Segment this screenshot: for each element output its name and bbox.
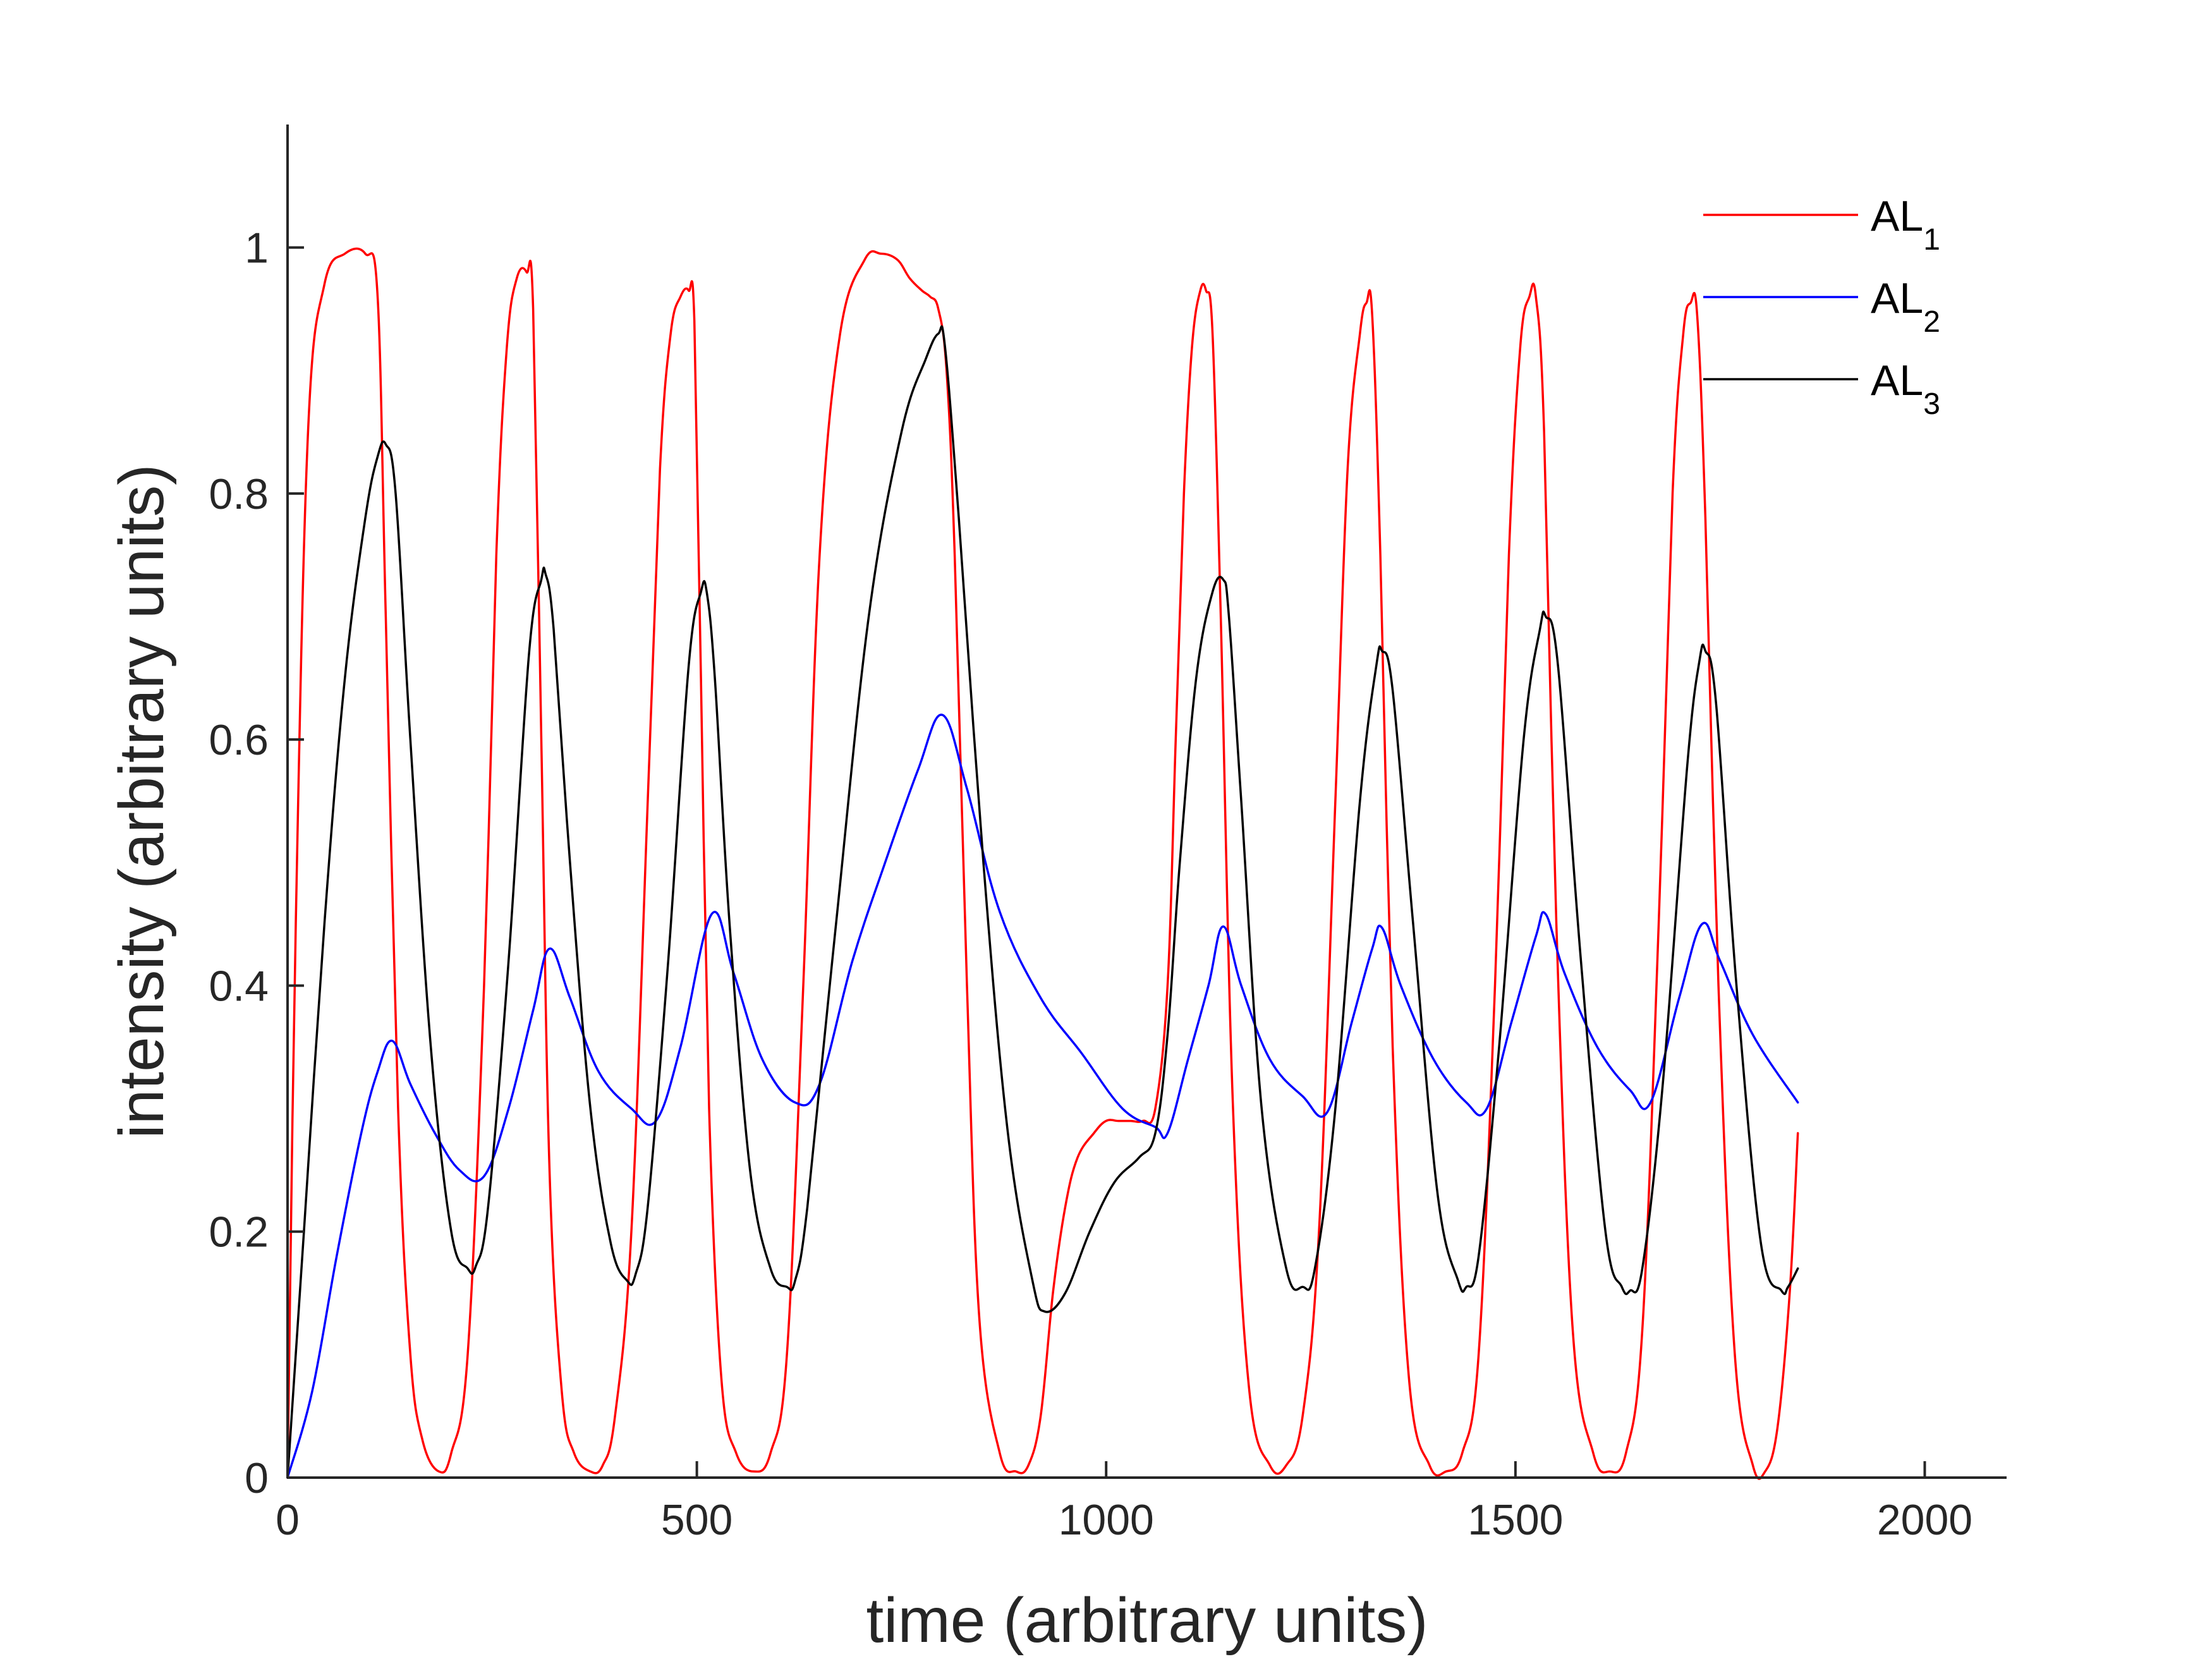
y-tick-label: 0 xyxy=(245,1454,269,1502)
series-line-al1 xyxy=(286,247,1799,1480)
plot-lines xyxy=(286,247,1799,1480)
legend-label-al2: AL2 xyxy=(1871,274,1940,339)
y-axis-title: intensity (arbitrary units) xyxy=(106,465,177,1139)
x-ticks: 0 500 1000 1500 2000 xyxy=(276,1461,1972,1544)
x-tick-label: 0 xyxy=(276,1496,300,1544)
legend-label-al3: AL3 xyxy=(1871,356,1940,421)
series-line-al2 xyxy=(286,714,1799,1479)
x-axis-title: time (arbitrary units) xyxy=(866,1585,1428,1656)
x-tick-label: 2000 xyxy=(1877,1496,1972,1544)
y-tick-label: 0.8 xyxy=(209,470,269,518)
y-tick-label: 0.6 xyxy=(209,716,269,764)
y-ticks: 0 0.2 0.4 0.6 0.8 1 xyxy=(209,224,304,1502)
y-tick-label: 0.2 xyxy=(209,1208,269,1256)
x-tick-label: 1500 xyxy=(1468,1496,1563,1544)
y-tick-label: 0.4 xyxy=(209,962,269,1010)
x-tick-label: 500 xyxy=(661,1496,732,1544)
y-tick-label: 1 xyxy=(245,224,269,272)
legend-label-al1: AL1 xyxy=(1871,192,1940,257)
axes xyxy=(286,125,2007,1479)
x-tick-label: 1000 xyxy=(1059,1496,1154,1544)
legend: AL1 AL2 AL3 xyxy=(1703,192,1940,421)
series-line-al3 xyxy=(286,325,1799,1479)
